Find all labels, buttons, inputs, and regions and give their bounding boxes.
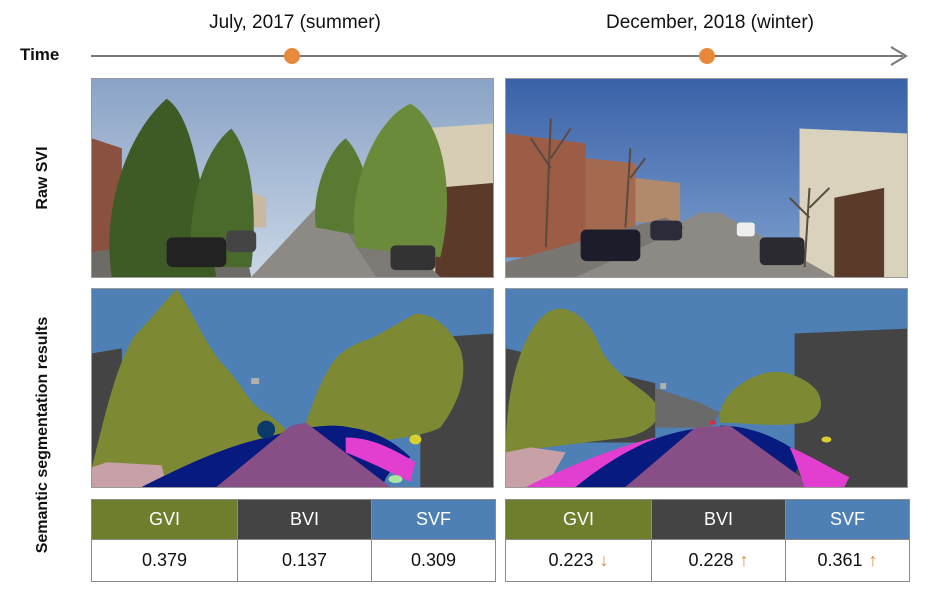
metric-cell-svf: 0.361 ↑ <box>785 539 910 582</box>
metric-header-bvi: BVI <box>651 499 786 540</box>
time-label: Time <box>20 45 60 64</box>
row-label-raw: Raw SVI <box>34 146 51 210</box>
metric-value: 0.137 <box>281 550 328 570</box>
metrics-table-winter: GVI BVI SVF 0.223 ↓ 0.228 ↑ 0.361 ↑ <box>505 499 910 582</box>
row-label-segmentation: Semantic segmentation results <box>34 316 51 554</box>
metric-cell-bvi: 0.228 ↑ <box>651 539 786 582</box>
timeline <box>91 46 908 66</box>
up-arrow-icon: ↑ <box>868 550 878 570</box>
metric-cell-gvi: 0.379 <box>91 539 238 582</box>
metric-value: 0.223 <box>548 550 594 570</box>
metric-header-gvi: GVI <box>505 499 652 540</box>
metric-value: 0.361 <box>817 550 863 570</box>
period-label-winter: December, 2018 (winter) <box>605 12 815 33</box>
raw-svi-winter-image <box>505 78 908 278</box>
raw-svi-summer-image <box>91 78 494 278</box>
timeline-arrowhead-icon <box>890 46 908 66</box>
period-label-summer: July, 2017 (summer) <box>209 12 381 33</box>
segmentation-winter-image <box>505 288 908 488</box>
metric-cell-bvi: 0.137 <box>237 539 372 582</box>
metric-value: 0.379 <box>141 550 188 570</box>
metric-cell-gvi: 0.223 ↓ <box>505 539 652 582</box>
segmentation-summer-image <box>91 288 494 488</box>
metric-value: 0.228 <box>688 550 734 570</box>
metric-header-gvi: GVI <box>91 499 238 540</box>
metric-header-svf: SVF <box>371 499 496 540</box>
timeline-marker-winter <box>699 48 715 64</box>
metric-header-svf: SVF <box>785 499 910 540</box>
metric-cell-svf: 0.309 <box>371 539 496 582</box>
metric-value: 0.309 <box>410 550 457 570</box>
timeline-marker-summer <box>284 48 300 64</box>
metric-header-bvi: BVI <box>237 499 372 540</box>
up-arrow-icon: ↑ <box>739 550 749 570</box>
down-arrow-icon: ↓ <box>599 550 609 570</box>
metrics-table-summer: GVI BVI SVF 0.379 0.137 0.309 <box>91 499 496 582</box>
